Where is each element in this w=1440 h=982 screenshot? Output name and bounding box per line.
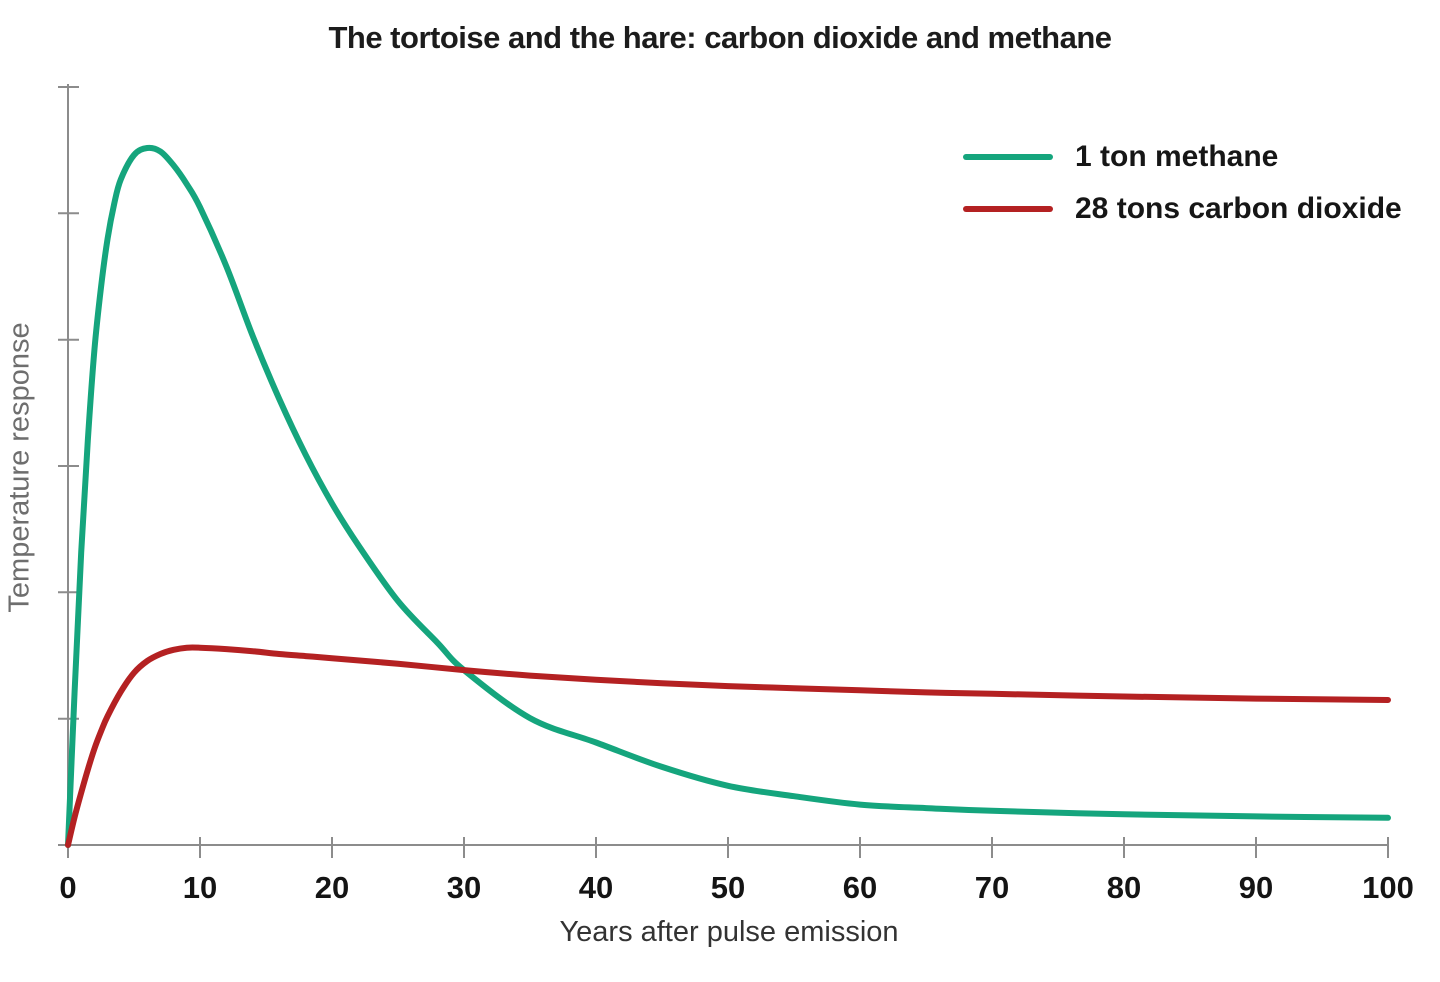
legend-item-co2: 28 tons carbon dioxide [963, 192, 1402, 226]
x-tick-label: 80 [1107, 870, 1141, 905]
chart-title: The tortoise and the hare: carbon dioxid… [328, 20, 1112, 55]
legend-label-methane: 1 ton methane [1075, 140, 1279, 173]
co2-curve [65, 644, 1391, 848]
x-tick-label: 30 [447, 870, 481, 905]
x-tick-label: 50 [711, 870, 745, 905]
x-tick-label: 100 [1362, 870, 1414, 905]
x-tick-label: 40 [579, 870, 613, 905]
co2-line-swatch [963, 206, 1053, 212]
methane-line-swatch [963, 154, 1053, 160]
x-tick-label: 60 [843, 870, 877, 905]
legend-item-methane: 1 ton methane [963, 140, 1402, 174]
methane-curve [65, 144, 1391, 848]
x-tick-label: 20 [315, 870, 349, 905]
y-axis-label: Temperature response [3, 322, 36, 613]
x-axis-label: Years after pulse emission [559, 916, 899, 948]
x-tick-label: 70 [975, 870, 1009, 905]
x-tick-label: 10 [183, 870, 217, 905]
legend-label-co2: 28 tons carbon dioxide [1075, 192, 1402, 225]
x-tick-label: 90 [1239, 870, 1273, 905]
x-tick-label: 0 [59, 870, 76, 905]
legend: 1 ton methane 28 tons carbon dioxide [963, 140, 1402, 226]
